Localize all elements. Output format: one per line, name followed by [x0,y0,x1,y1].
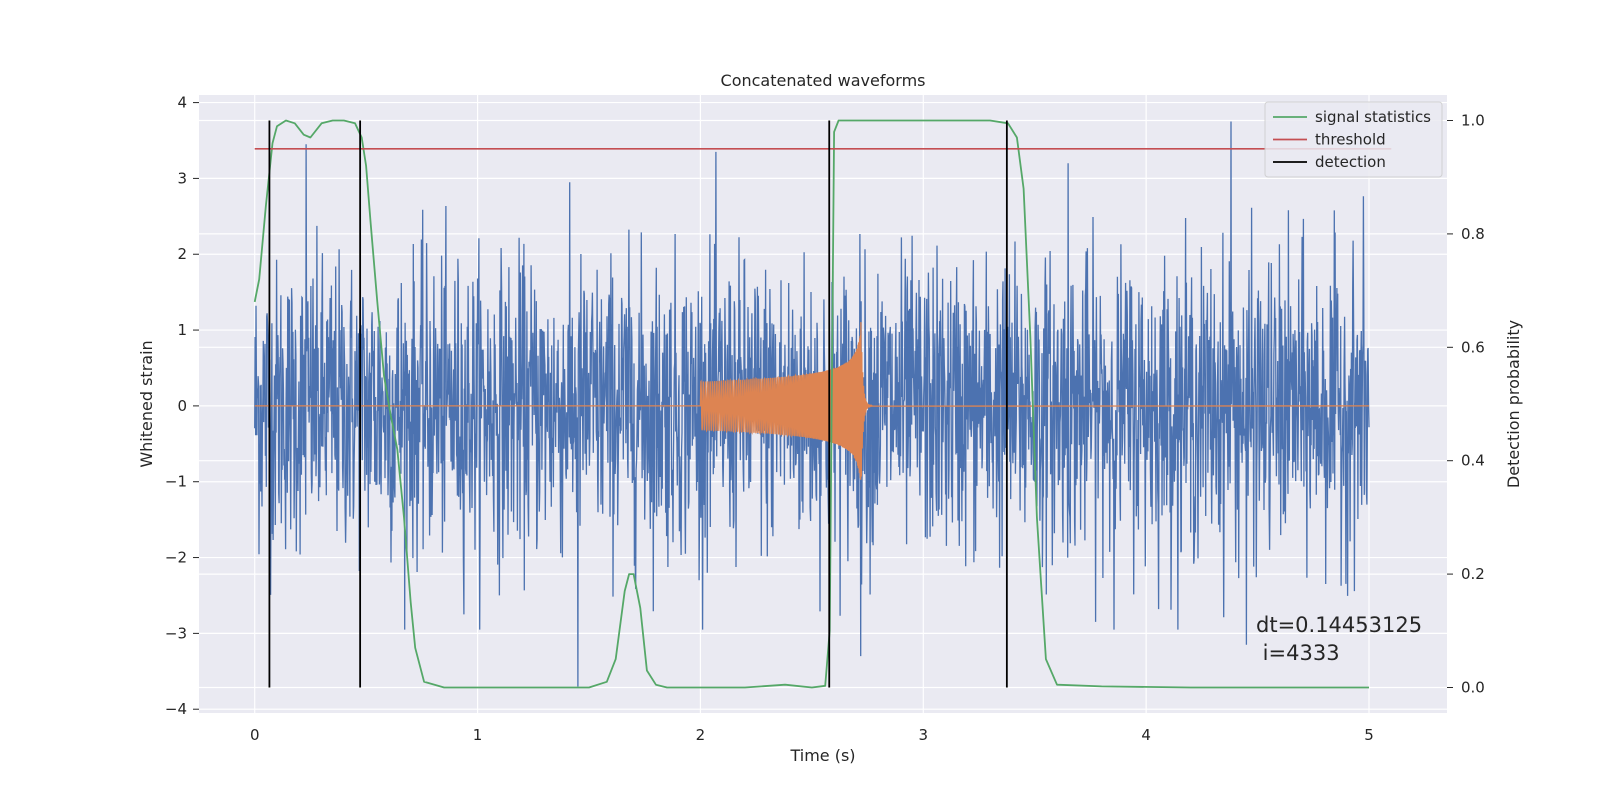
y-tick-label-left: −2 [165,549,187,567]
y-axis-label-right: Detection probability [1504,320,1523,488]
y-tick-label-right: 0.8 [1461,225,1485,243]
y-tick-label-right: 0.4 [1461,452,1485,470]
tick-labels: 0 1 2 3 4 5 4 3 2 1 0 −1 −2 −3 −4 1.0 0.8 0.6 0.4 0.2 0.0 [165,94,1485,744]
x-tick-label: 0 [250,726,260,744]
x-tick-label: 4 [1141,726,1151,744]
legend-box [1264,101,1443,178]
y-tick-label-left: 2 [177,245,187,263]
x-tick-label: 2 [696,726,706,744]
chart-title: Concatenated waveforms [721,71,926,90]
plot-area [253,119,1392,689]
y-tick-label-left: 3 [177,169,187,187]
series-signal-statistics-line [253,119,1369,689]
y-tick-label-right: 0.2 [1461,565,1485,583]
y-tick-label-left: −1 [165,473,187,491]
x-tick-label: 1 [473,726,483,744]
y-tick-label-left: 1 [177,321,187,339]
x-axis-label: Time (s) [789,746,855,765]
y-axis-label-left: Whitened strain [137,340,156,467]
legend-label-threshold: threshold [1315,131,1386,149]
annotation-i: i=4333 [1256,641,1340,665]
legend: signal statistics threshold detection [1264,101,1443,178]
legend-label-detection: detection [1315,153,1386,171]
y-tick-label-left: −4 [165,700,187,718]
y-tick-label-right: 0.0 [1461,678,1485,696]
y-tick-label-left: 0 [177,397,187,415]
series-chirp-line [254,322,1370,480]
x-tick-label: 5 [1364,726,1374,744]
annotation-dt: dt=0.14453125 [1256,613,1422,637]
y-tick-label-right: 0.6 [1461,338,1485,356]
y-tick-label-left: −3 [165,624,187,642]
y-tick-label-left: 4 [177,94,187,112]
y-tick-label-right: 1.0 [1461,112,1485,130]
legend-label-signal-statistics: signal statistics [1315,108,1431,126]
x-tick-label: 3 [919,726,929,744]
